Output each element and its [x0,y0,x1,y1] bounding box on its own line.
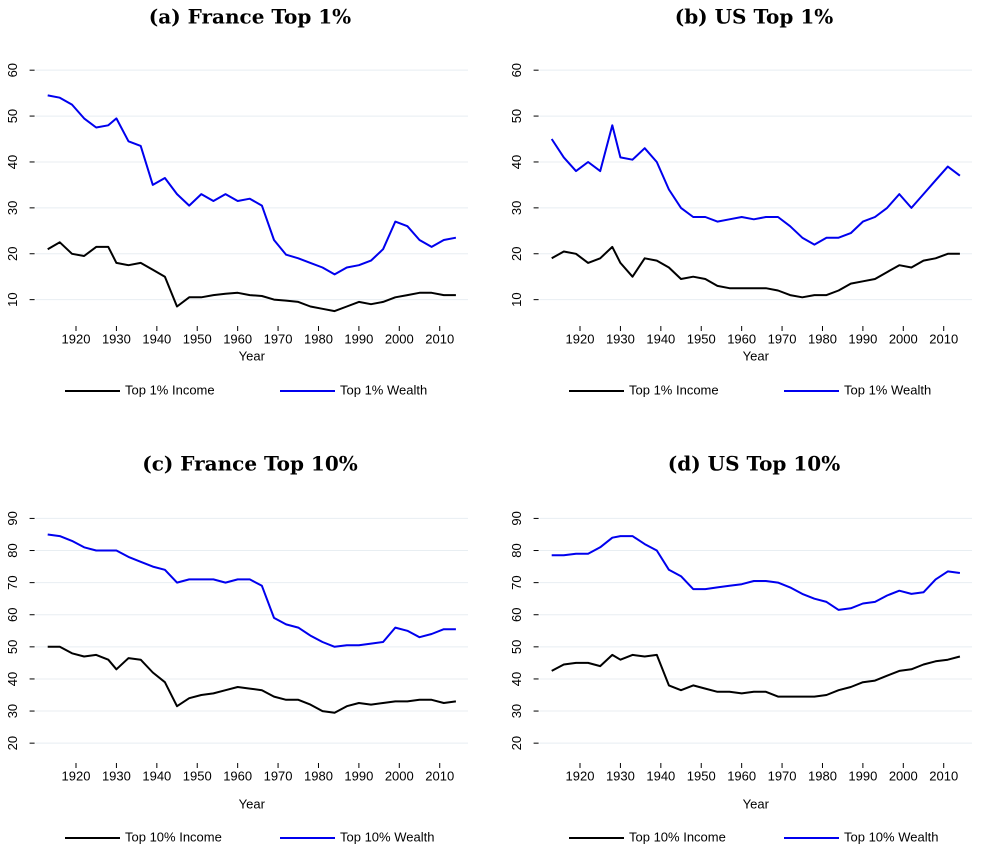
data-line [550,124,961,246]
x-tick-label: 2010 [929,768,958,783]
x-tick-label: 1940 [142,768,171,783]
y-tick-label: 90 [5,511,20,525]
x-tick-label: 1990 [848,331,877,346]
y-tick-label: 90 [509,511,524,525]
x-tick-label: 1970 [264,768,293,783]
x-tick-label: 1960 [727,331,756,346]
x-tick-label: 1970 [768,768,797,783]
x-tick-label: 1930 [606,331,635,346]
x-axis-label: Year [743,796,770,811]
y-tick-label: 20 [509,736,524,750]
data-line [47,645,457,714]
legend-label: Top 1% Income [629,382,719,397]
y-tick-label: 50 [5,109,20,123]
data-line [551,535,961,611]
y-tick-label: 40 [509,672,524,686]
x-tick-label: 2010 [929,331,958,346]
legend-label: Top 10% Income [125,829,222,844]
x-tick-label: 1960 [223,768,252,783]
x-tick-label: 1950 [183,331,212,346]
y-tick-label: 10 [509,292,524,306]
y-tick-label: 20 [5,736,20,750]
legend-label: Top 1% Wealth [844,382,931,397]
chart-title: (a) France Top 1% [149,5,351,29]
x-tick-label: 1930 [102,768,131,783]
legend-label: Top 1% Income [125,382,215,397]
x-tick-label: 1930 [606,768,635,783]
x-tick-label: 1980 [304,331,333,346]
y-tick-label: 40 [5,155,20,169]
x-tick-label: 1950 [687,331,716,346]
x-tick-label: 1920 [62,331,91,346]
y-tick-label: 60 [509,608,524,622]
data-line [551,653,961,698]
x-tick-label: 1970 [264,331,293,346]
x-tick-label: 2000 [385,768,414,783]
x-tick-label: 1990 [848,768,877,783]
data-line [551,245,960,299]
x-tick-label: 1980 [808,768,837,783]
y-tick-label: 80 [5,543,20,557]
y-tick-label: 50 [509,109,524,123]
legend-label: Top 10% Income [629,829,726,844]
x-tick-label: 1940 [142,331,171,346]
legend-label: Top 1% Wealth [340,382,427,397]
chart-title: (c) France Top 10% [142,452,358,476]
x-tick-label: 1920 [566,331,595,346]
x-tick-label: 2000 [889,768,918,783]
x-tick-label: 1940 [646,331,675,346]
chart-title: (b) US Top 1% [675,5,834,29]
y-tick-label: 60 [5,608,20,622]
y-tick-label: 50 [5,640,20,654]
x-axis-label: Year [743,348,770,363]
y-tick-label: 70 [5,575,20,589]
x-tick-label: 1990 [344,331,373,346]
x-tick-label: 2000 [889,331,918,346]
x-tick-label: 1950 [183,768,212,783]
x-tick-label: 1980 [304,768,333,783]
x-tick-label: 1920 [62,768,91,783]
y-tick-label: 30 [509,704,524,718]
x-tick-label: 1980 [808,331,837,346]
y-tick-label: 10 [5,292,20,306]
x-tick-label: 1970 [768,331,797,346]
y-tick-label: 20 [5,247,20,261]
y-tick-label: 50 [509,640,524,654]
y-tick-label: 20 [509,247,524,261]
x-tick-label: 1960 [223,331,252,346]
x-tick-label: 2000 [385,331,414,346]
legend-label: Top 10% Wealth [844,829,938,844]
legend-label: Top 10% Wealth [340,829,434,844]
data-line [47,533,456,648]
y-tick-label: 60 [509,63,524,77]
y-tick-label: 30 [509,201,524,215]
chart-title: (d) US Top 10% [668,452,840,476]
y-tick-label: 60 [5,63,20,77]
x-tick-label: 1930 [102,331,131,346]
y-tick-label: 30 [5,201,20,215]
x-axis-label: Year [239,348,266,363]
y-tick-label: 40 [509,155,524,169]
x-tick-label: 1950 [687,768,716,783]
y-tick-label: 30 [5,704,20,718]
x-tick-label: 1940 [646,768,675,783]
x-axis-label: Year [239,796,266,811]
x-tick-label: 1960 [727,768,756,783]
data-line [47,241,456,313]
y-tick-label: 40 [5,672,20,686]
y-tick-label: 70 [509,575,524,589]
x-tick-label: 2010 [425,331,454,346]
x-tick-label: 1920 [566,768,595,783]
x-tick-label: 2010 [425,768,454,783]
data-line [47,94,457,276]
y-tick-label: 80 [509,543,524,557]
x-tick-label: 1990 [344,768,373,783]
